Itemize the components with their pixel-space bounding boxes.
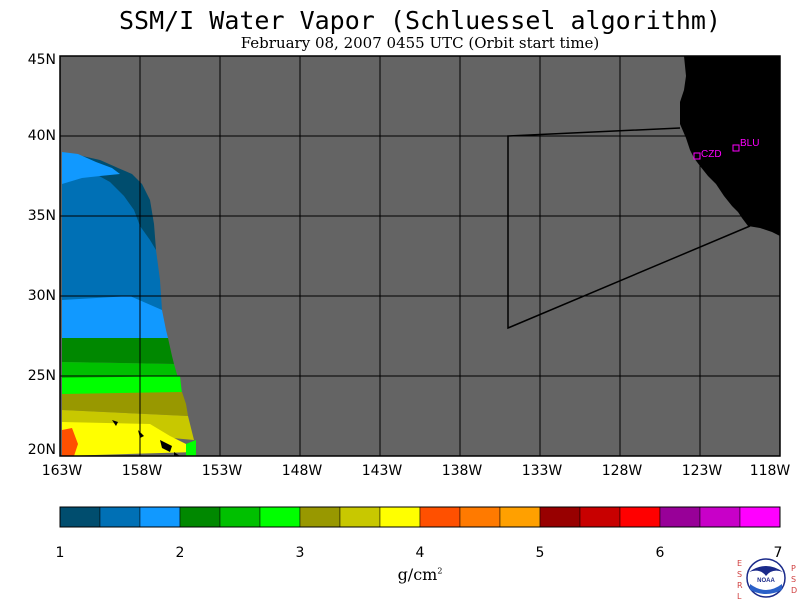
swath-band-blue — [62, 168, 162, 320]
colorbar-swatch — [539, 506, 581, 528]
island-big-island-2 — [174, 452, 180, 456]
map-subtitle: February 08, 2007 0455 UTC (Orbit start … — [240, 34, 600, 52]
colorbar-swatch — [179, 506, 221, 528]
map-frame — [59, 55, 781, 457]
colorbar-swatch — [739, 506, 781, 528]
swath-band-light-blue-2 — [62, 296, 168, 340]
swath-band-dark-green — [62, 338, 174, 364]
colorbar-swatch — [379, 506, 421, 528]
colorbar-tick-4: 4 — [415, 545, 425, 561]
lat-label-30n: 30N — [27, 288, 56, 304]
colorbar-swatch — [499, 506, 541, 528]
colorbar-tick-3: 3 — [295, 545, 305, 561]
lon-label-138w: 138W — [441, 463, 483, 479]
graticule — [60, 56, 780, 456]
lon-label-123w: 123W — [681, 463, 723, 479]
lon-label-148w: 148W — [281, 463, 323, 479]
colorbar-units-text: g/cm — [397, 565, 438, 584]
colorbar-swatch — [59, 506, 101, 528]
lat-label-45n: 45N — [27, 52, 56, 68]
colorbar-tick-7: 7 — [773, 545, 783, 561]
swath-band-olive — [62, 392, 188, 416]
noaa-logo: NOAA — [746, 558, 786, 598]
lat-label-20n: 20N — [27, 442, 56, 458]
colorbar-units-exponent: 2 — [437, 566, 443, 576]
lat-label-40n: 40N — [27, 128, 56, 144]
map-panel: CZD BLU — [59, 55, 781, 457]
swath-band-light-blue — [62, 152, 120, 184]
colorbar-swatch — [139, 506, 181, 528]
colorbar-tick-2: 2 — [175, 545, 185, 561]
map-title: SSM/I Water Vapor (Schluessel algorithm) — [118, 6, 722, 35]
lon-label-153w: 153W — [201, 463, 243, 479]
station-markers: CZD BLU — [693, 138, 759, 160]
colorbar — [59, 506, 781, 528]
colorbar-swatch — [619, 506, 661, 528]
swath-band-red-patch — [62, 428, 78, 456]
noaa-logo-bird — [749, 566, 783, 576]
colorbar-swatch — [699, 506, 741, 528]
swath-band-bright-green — [62, 376, 182, 394]
colorbar-tick-1: 1 — [55, 545, 65, 561]
station-marker-czd — [693, 152, 701, 160]
colorbar-swatch — [219, 506, 261, 528]
station-label-blu: BLU — [740, 138, 759, 149]
colorbar-swatch — [259, 506, 301, 528]
lon-label-133w: 133W — [521, 463, 563, 479]
station-marker-blu — [732, 144, 740, 152]
island-big-island — [160, 440, 172, 452]
colorbar-swatch — [579, 506, 621, 528]
lon-label-118w: 118W — [749, 463, 791, 479]
colorbar-tick-6: 6 — [655, 545, 665, 561]
north-america-landmass — [680, 56, 780, 236]
lat-label-25n: 25N — [27, 368, 56, 384]
colorbar-swatch — [299, 506, 341, 528]
analysis-domain-outline — [507, 127, 751, 330]
lat-label-35n: 35N — [27, 208, 56, 224]
swath-band-green — [62, 362, 178, 378]
water-vapor-swath — [62, 152, 196, 456]
colorbar-swatch — [419, 506, 461, 528]
colorbar-swatch — [339, 506, 381, 528]
noaa-logo-wave — [750, 584, 782, 594]
lon-label-158w: 158W — [121, 463, 163, 479]
station-label-czd: CZD — [701, 149, 722, 160]
colorbar-units: g/cm2 — [390, 565, 450, 584]
lon-label-163w: 163W — [41, 463, 83, 479]
colorbar-frame — [59, 506, 781, 528]
lon-label-128w: 128W — [601, 463, 643, 479]
noaa-logo-text: NOAA — [757, 578, 775, 584]
colorbar-swatch — [459, 506, 501, 528]
colorbar-tick-5: 5 — [535, 545, 545, 561]
colorbar-swatch — [659, 506, 701, 528]
island-hawaii — [112, 420, 118, 426]
lon-label-143w: 143W — [361, 463, 403, 479]
colorbar-swatch — [99, 506, 141, 528]
swath-band-green-edge — [186, 440, 196, 456]
